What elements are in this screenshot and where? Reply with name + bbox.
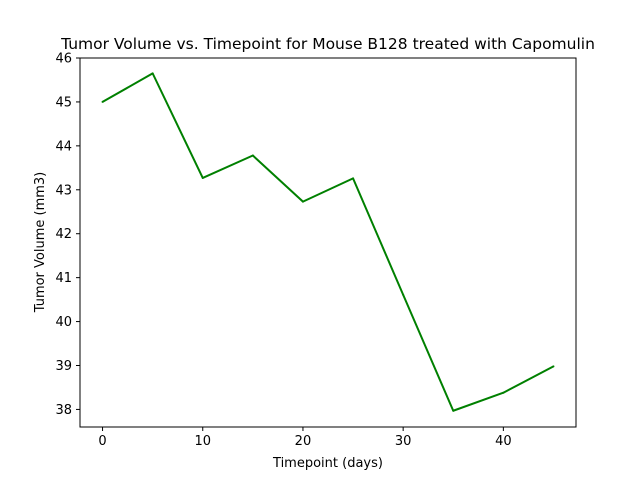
data-point	[151, 72, 154, 75]
plot-frame	[79, 57, 577, 428]
y-tick-label: 43	[55, 183, 72, 198]
y-tick-label: 45	[55, 95, 72, 110]
data-point	[301, 200, 304, 203]
data-point	[251, 154, 254, 157]
series-line	[102, 72, 554, 412]
plot-area: 0 10 20 30 40 38 39 40 41 42 43 44 45 46	[55, 52, 555, 449]
x-tick-label: 30	[395, 434, 412, 449]
x-tick-label: 0	[98, 434, 106, 449]
data-point	[402, 293, 405, 296]
y-tick-label: 41	[55, 271, 72, 286]
data-point	[502, 391, 505, 394]
x-axis-label: Timepoint (days)	[272, 456, 383, 471]
y-tick-label: 39	[55, 359, 72, 374]
x-tick-label: 10	[194, 434, 211, 449]
x-tick-label: 40	[495, 434, 512, 449]
y-tick-label: 46	[55, 52, 72, 67]
data-point	[452, 409, 455, 412]
data-point	[201, 176, 204, 179]
data-point	[552, 365, 555, 368]
data-point	[352, 177, 355, 180]
y-tick-label: 40	[55, 315, 72, 330]
y-tick-label: 38	[55, 403, 72, 418]
data-point	[101, 100, 104, 103]
y-tick-label: 42	[55, 227, 72, 242]
x-tick-label: 20	[295, 434, 312, 449]
y-axis-label: Tumor Volume (mm3)	[33, 172, 48, 314]
y-tick-label: 44	[55, 139, 72, 154]
chart-title: Tumor Volume vs. Timepoint for Mouse B12…	[60, 35, 595, 53]
